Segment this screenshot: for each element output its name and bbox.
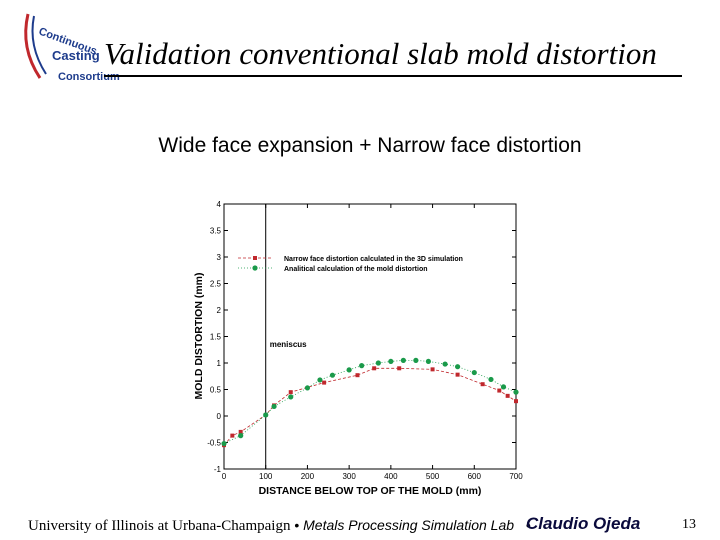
data-point-analytical bbox=[500, 384, 507, 390]
x-tick-label: 500 bbox=[426, 472, 440, 481]
legend-marker-1 bbox=[253, 256, 257, 260]
x-tick-label: 100 bbox=[259, 472, 273, 481]
data-point-narrow-face bbox=[505, 393, 510, 398]
data-point-analytical bbox=[413, 357, 419, 363]
title-underline bbox=[104, 75, 682, 77]
y-tick-label: 3.5 bbox=[210, 227, 222, 236]
y-axis-ticks: -1 -0.5 0 0.5 1 1.5 2 2.5 3 3.5 4 bbox=[207, 200, 516, 474]
data-point-analytical bbox=[221, 440, 227, 447]
y-tick-label: -0.5 bbox=[207, 439, 221, 448]
data-point-analytical bbox=[471, 369, 477, 376]
x-tick-label: 0 bbox=[222, 472, 227, 481]
data-point-analytical bbox=[263, 412, 269, 418]
data-point-narrow-face bbox=[322, 380, 327, 385]
x-tick-label: 700 bbox=[509, 472, 523, 481]
meniscus-label: meniscus bbox=[270, 340, 307, 349]
footer-separator-2: • bbox=[525, 517, 531, 533]
series-line-1 bbox=[223, 367, 517, 446]
legend-series-1: Narrow face distortion calculated in the… bbox=[284, 256, 463, 263]
legend-series-2: Analitical calculation of the mold disto… bbox=[284, 266, 428, 273]
footer-university: University of Illinois at Urbana-Champai… bbox=[28, 518, 291, 534]
data-point-analytical bbox=[329, 372, 336, 378]
data-point-narrow-face bbox=[230, 433, 235, 438]
y-tick-label: 1 bbox=[217, 359, 222, 368]
data-point-analytical bbox=[359, 363, 365, 369]
consortium-logo: Continuous Casting Consortium bbox=[24, 13, 120, 83]
x-tick-label: 200 bbox=[301, 472, 315, 481]
data-point-analytical bbox=[513, 389, 519, 395]
data-point-narrow-face bbox=[480, 382, 485, 387]
x-tick-label: 400 bbox=[384, 472, 398, 481]
data-point-analytical bbox=[425, 358, 431, 365]
y-tick-label: 2.5 bbox=[210, 280, 222, 289]
y-tick-label: 0 bbox=[217, 412, 222, 421]
footer-lab: Metals Processing Simulation Lab bbox=[303, 517, 515, 533]
data-point-analytical bbox=[346, 367, 352, 373]
data-point-narrow-face bbox=[430, 367, 435, 372]
logo-swoosh-blue bbox=[31, 15, 47, 75]
data-point-analytical bbox=[400, 357, 406, 363]
legend: Narrow face distortion calculated in the… bbox=[238, 256, 463, 273]
data-point-analytical bbox=[304, 385, 311, 391]
data-point-narrow-face bbox=[397, 366, 402, 371]
slide-title: Validation conventional slab mold distor… bbox=[104, 36, 657, 71]
slide-subtitle: Wide face expansion + Narrow face distor… bbox=[158, 134, 582, 157]
legend-marker-2 bbox=[252, 265, 258, 271]
footer-author: Claudio Ojeda bbox=[526, 514, 641, 533]
data-point-analytical bbox=[238, 433, 244, 439]
data-point-analytical bbox=[271, 403, 277, 410]
series-group bbox=[221, 357, 519, 448]
y-tick-label: 0.5 bbox=[210, 386, 222, 395]
x-axis-label: DISTANCE BELOW TOP OF THE MOLD (mm) bbox=[259, 485, 482, 497]
logo-swoosh-red bbox=[24, 13, 42, 79]
y-tick-label: 3 bbox=[217, 253, 222, 262]
data-point-narrow-face bbox=[355, 373, 360, 378]
data-point-analytical bbox=[488, 376, 494, 383]
data-point-analytical bbox=[455, 364, 461, 370]
data-point-analytical bbox=[442, 361, 448, 367]
distortion-chart: -1 -0.5 0 0.5 1 1.5 2 2.5 3 3.5 4 0 100 200 300 400 500… bbox=[193, 200, 523, 497]
data-point-narrow-face bbox=[238, 429, 243, 434]
series-line-2 bbox=[223, 359, 517, 444]
x-tick-label: 600 bbox=[468, 472, 482, 481]
y-tick-label: 4 bbox=[217, 200, 222, 209]
data-point-narrow-face bbox=[497, 388, 502, 393]
data-point-narrow-face bbox=[288, 390, 293, 395]
data-point-analytical bbox=[288, 394, 294, 400]
plot-frame bbox=[223, 203, 517, 470]
y-tick-label: -1 bbox=[214, 465, 222, 474]
data-point-narrow-face bbox=[514, 399, 518, 404]
y-axis-label: MOLD DISTORTION (mm) bbox=[193, 273, 205, 400]
y-tick-label: 2 bbox=[217, 306, 222, 315]
x-axis-ticks: 0 100 200 300 400 500 600 700 bbox=[222, 204, 523, 481]
logo-word-3: Consortium bbox=[58, 71, 120, 83]
data-point-narrow-face bbox=[455, 372, 460, 377]
data-point-analytical bbox=[375, 360, 381, 366]
footer-separator-1: • bbox=[294, 517, 300, 533]
y-tick-label: 1.5 bbox=[210, 333, 222, 342]
footer: University of Illinois at Urbana-Champai… bbox=[28, 517, 531, 535]
data-point-analytical bbox=[388, 358, 394, 365]
x-tick-label: 300 bbox=[342, 472, 356, 481]
data-point-analytical bbox=[317, 377, 323, 383]
page-number: 13 bbox=[682, 517, 696, 532]
data-point-narrow-face bbox=[372, 366, 377, 371]
logo-word-2: Casting bbox=[52, 48, 100, 63]
